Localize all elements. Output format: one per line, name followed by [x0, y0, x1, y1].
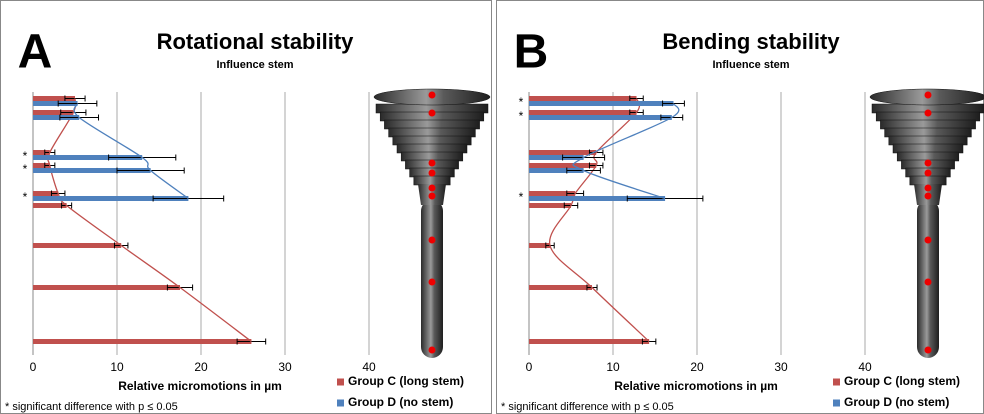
- bar: [529, 285, 592, 290]
- panel-label: A: [18, 26, 53, 79]
- trend-curve: [48, 99, 252, 342]
- measure-point: [925, 347, 932, 354]
- panel: A Rotational stability Influence stem 0 10 20…: [1, 1, 492, 414]
- implant-step: [910, 176, 946, 185]
- figure: A Rotational stability Influence stem 0 10 20…: [0, 0, 984, 414]
- legend-label: Group D (no stem): [844, 395, 949, 409]
- bar: [33, 339, 251, 344]
- implant-step: [889, 136, 967, 145]
- bar: [33, 285, 180, 290]
- implant-step: [393, 136, 471, 145]
- measure-point: [925, 170, 932, 177]
- significance-marker: *: [519, 190, 524, 204]
- measure-point: [429, 110, 436, 117]
- measure-point: [925, 193, 932, 200]
- significance-marker: *: [519, 95, 524, 109]
- measure-point: [429, 170, 436, 177]
- measure-point: [925, 279, 932, 286]
- legend-swatch: [337, 379, 344, 386]
- chart-subtitle: Influence stem: [712, 59, 789, 71]
- significance-marker: *: [23, 190, 28, 204]
- measure-point: [429, 160, 436, 167]
- x-tick-label: 20: [690, 360, 704, 374]
- implant-step: [880, 120, 975, 129]
- chart-title: Rotational stability: [157, 29, 355, 54]
- bar: [529, 150, 596, 155]
- x-axis-label: Relative micromotions in µm: [118, 379, 282, 393]
- x-axis-label: Relative micromotions in µm: [614, 379, 778, 393]
- panel: B Bending stability Influence stem 0 10 20 30 4…: [497, 1, 984, 414]
- significance-marker: *: [23, 162, 28, 176]
- x-tick-label: 40: [858, 360, 872, 374]
- footnote: * significant difference with p ≤ 0.05: [501, 401, 674, 413]
- x-tick-label: 30: [278, 360, 292, 374]
- implant-step: [384, 120, 479, 129]
- x-tick-label: 0: [526, 360, 533, 374]
- x-tick-label: 10: [606, 360, 620, 374]
- x-tick-label: 20: [194, 360, 208, 374]
- measure-point: [925, 110, 932, 117]
- measure-point: [925, 160, 932, 167]
- legend-label: Group C (long stem): [348, 374, 464, 388]
- implant-step: [893, 144, 963, 153]
- bar: [33, 243, 121, 248]
- measure-point: [429, 92, 436, 99]
- legend-label: Group C (long stem): [844, 374, 960, 388]
- measure-point: [429, 279, 436, 286]
- chart-title: Bending stability: [662, 29, 840, 54]
- measure-point: [429, 193, 436, 200]
- bar: [529, 115, 672, 120]
- x-tick-label: 0: [30, 360, 37, 374]
- measure-point: [429, 237, 436, 244]
- implant-step: [397, 144, 467, 153]
- measure-point: [925, 185, 932, 192]
- implant-step: [414, 176, 450, 185]
- measure-point: [925, 237, 932, 244]
- implant-step: [885, 128, 972, 137]
- x-tick-label: 10: [110, 360, 124, 374]
- bar: [529, 110, 637, 115]
- legend-label: Group D (no stem): [348, 395, 453, 409]
- significance-marker: *: [519, 109, 524, 123]
- x-tick-label: 40: [362, 360, 376, 374]
- panel-label: B: [514, 26, 549, 79]
- legend-swatch: [337, 400, 344, 407]
- measure-point: [925, 92, 932, 99]
- x-tick-label: 30: [774, 360, 788, 374]
- measure-point: [429, 347, 436, 354]
- bar: [529, 96, 637, 101]
- bar: [529, 339, 649, 344]
- legend-swatch: [833, 400, 840, 407]
- footnote: * significant difference with p ≤ 0.05: [5, 401, 178, 413]
- measure-point: [429, 185, 436, 192]
- implant-step: [389, 128, 476, 137]
- bar: [529, 163, 596, 168]
- bar: [529, 101, 673, 106]
- significance-marker: *: [23, 149, 28, 163]
- legend-swatch: [833, 379, 840, 386]
- chart-subtitle: Influence stem: [216, 59, 293, 71]
